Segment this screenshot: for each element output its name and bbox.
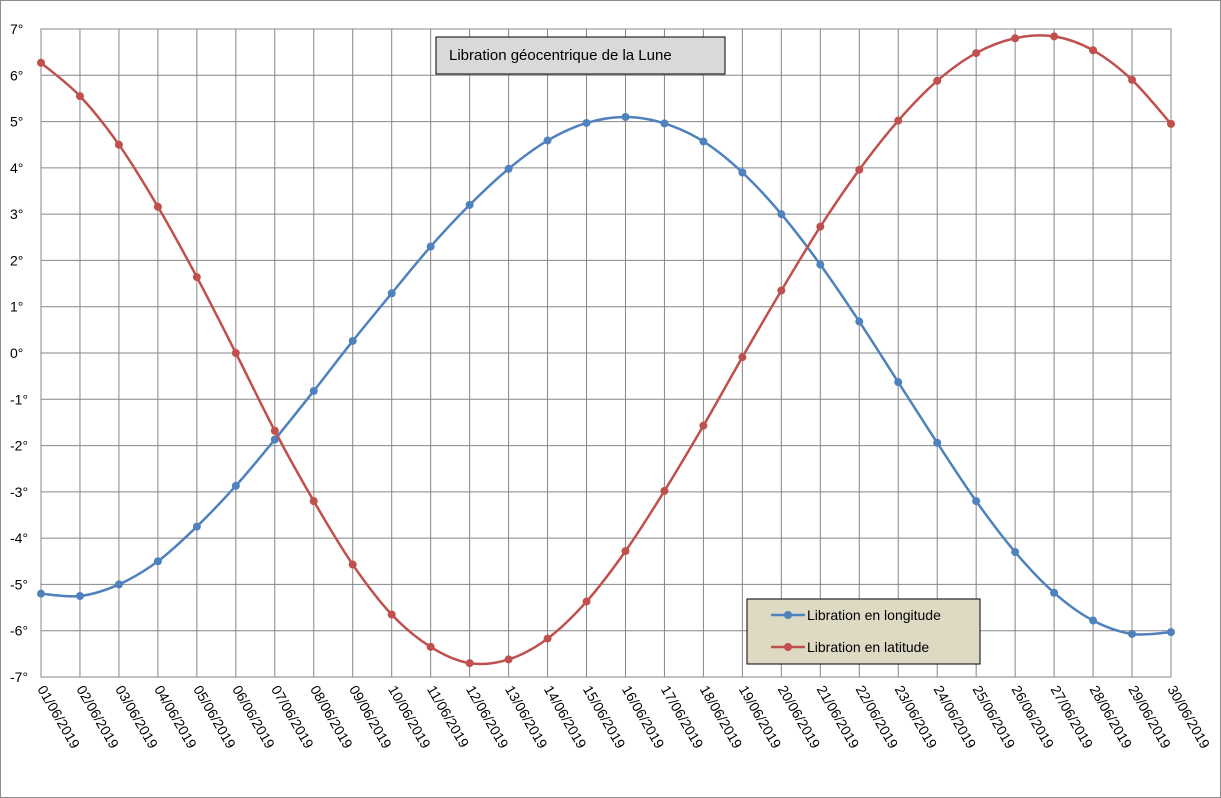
legend-marker-longitude: [784, 611, 792, 619]
data-point-longitude: [426, 242, 435, 251]
data-point-latitude: [1128, 75, 1137, 84]
data-point-latitude: [621, 547, 630, 556]
data-point-latitude: [1050, 32, 1059, 41]
data-point-longitude: [972, 497, 981, 506]
data-point-longitude: [855, 317, 864, 326]
series-line-longitude: [40, 115, 1172, 636]
data-point-latitude: [465, 659, 474, 668]
chart-title-box: Libration géocentrique de la Lune: [435, 36, 726, 75]
data-point-longitude: [1050, 588, 1059, 597]
data-point-longitude: [309, 386, 318, 395]
y-tick-label: -2°: [10, 438, 28, 454]
data-point-longitude: [465, 200, 474, 209]
y-tick-label: -1°: [10, 391, 28, 407]
data-point-longitude: [387, 289, 396, 298]
data-point-longitude: [777, 210, 786, 219]
data-point-longitude: [37, 589, 45, 598]
data-point-longitude: [1128, 629, 1137, 638]
title-box-background: [435, 36, 726, 75]
data-point-latitude: [153, 202, 162, 211]
data-point-longitude: [1011, 548, 1020, 557]
data-point-latitude: [114, 140, 123, 149]
data-point-longitude: [348, 336, 357, 345]
data-point-longitude: [1167, 628, 1175, 637]
data-point-latitude: [192, 273, 201, 282]
legend: Libration en longitude Libration en lati…: [746, 598, 981, 665]
data-point-longitude: [75, 592, 84, 600]
data-point-longitude: [1089, 616, 1098, 625]
data-point-latitude: [933, 76, 942, 85]
data-point-latitude: [738, 353, 747, 362]
grid: [40, 28, 1172, 678]
y-tick-label: 7°: [10, 21, 23, 37]
legend-box-background: [746, 598, 981, 665]
data-point-latitude: [37, 58, 45, 67]
data-point-latitude: [309, 497, 318, 506]
data-point-latitude: [777, 286, 786, 295]
data-point-longitude: [660, 119, 669, 128]
data-point-longitude: [894, 378, 903, 387]
y-tick-label: -3°: [10, 484, 28, 500]
y-tick-label: 1°: [10, 299, 23, 315]
data-point-latitude: [387, 610, 396, 619]
data-point-latitude: [816, 222, 825, 231]
data-point-latitude: [855, 165, 864, 174]
data-point-latitude: [1011, 34, 1020, 43]
chart-title: Libration géocentrique de la Lune: [449, 47, 672, 64]
data-point-longitude: [270, 435, 279, 444]
y-axis-tick-labels: -7° -6° -5° -4° -3° -2° -1° 0° 1° 2° 3° 4° 5° 6° 7°: [10, 21, 28, 685]
data-point-latitude: [504, 655, 513, 664]
data-point-longitude: [543, 136, 552, 145]
data-point-longitude: [699, 137, 708, 146]
y-tick-label: 2°: [10, 252, 23, 268]
y-tick-label: 4°: [10, 160, 23, 176]
y-tick-label: -6°: [10, 623, 28, 639]
data-point-latitude: [894, 116, 903, 125]
data-point-latitude: [972, 49, 981, 58]
data-point-latitude: [426, 642, 435, 651]
legend-label-longitude: Libration en longitude: [807, 607, 941, 623]
y-tick-label: -7°: [10, 669, 28, 685]
data-point-latitude: [1089, 46, 1098, 55]
data-point-latitude: [270, 426, 279, 435]
data-point-longitude: [114, 580, 123, 589]
data-point-longitude: [504, 164, 513, 173]
series-line-latitude: [40, 34, 1172, 666]
data-point-longitude: [933, 438, 942, 447]
data-point-latitude: [75, 92, 84, 101]
y-tick-label: 5°: [10, 114, 23, 130]
data-point-longitude: [231, 481, 240, 490]
y-tick-label: -4°: [10, 530, 28, 546]
y-tick-label: 6°: [10, 67, 23, 83]
y-tick-label: 3°: [10, 206, 23, 222]
data-point-longitude: [621, 112, 630, 121]
data-point-latitude: [582, 597, 591, 606]
legend-label-latitude: Libration en latitude: [807, 639, 929, 655]
data-point-latitude: [699, 421, 708, 430]
y-tick-label: 0°: [10, 345, 23, 361]
data-point-latitude: [660, 486, 669, 495]
data-point-longitude: [816, 260, 825, 269]
data-point-latitude: [1167, 119, 1175, 128]
data-point-longitude: [738, 168, 747, 177]
plot-area-border: [40, 28, 1172, 678]
data-point-latitude: [543, 634, 552, 643]
legend-marker-latitude: [784, 643, 792, 651]
y-tick-label: -5°: [10, 576, 28, 592]
data-point-longitude: [153, 557, 162, 566]
data-point-latitude: [231, 349, 240, 357]
data-point-longitude: [582, 118, 591, 127]
data-point-latitude: [348, 560, 357, 569]
x-axis-tick-labels: 01/06/201902/06/201903/06/201904/06/2019…: [34, 683, 1213, 752]
series-lines: [37, 32, 1175, 668]
data-point-longitude: [192, 522, 201, 531]
